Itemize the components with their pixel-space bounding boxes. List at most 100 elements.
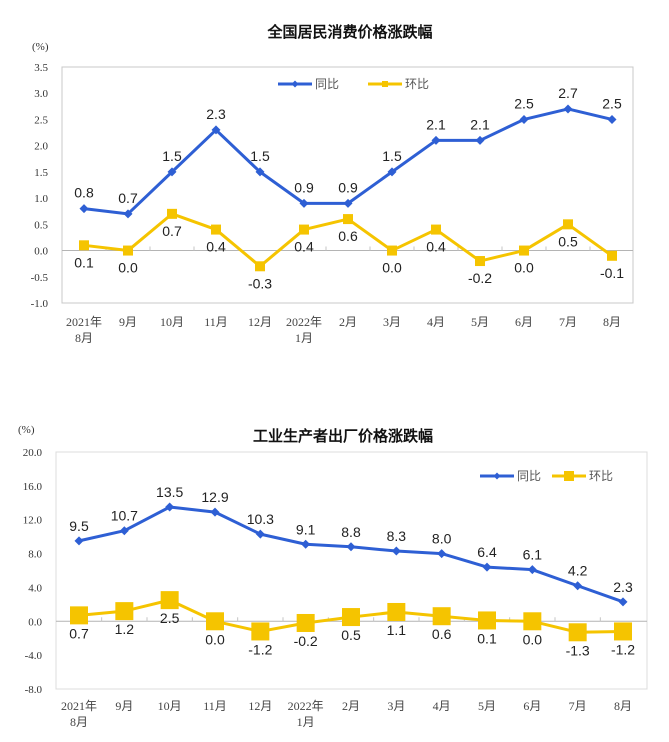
data-label: 2.5: [160, 610, 180, 626]
data-label: 0.0: [118, 260, 138, 276]
x-tick-label: 8月: [603, 315, 621, 329]
data-label: 1.5: [162, 148, 182, 164]
data-label: 0.5: [558, 233, 578, 249]
data-point: [255, 529, 265, 539]
x-tick-label: 11月: [203, 699, 227, 713]
data-label: 0.0: [205, 631, 225, 647]
data-point: [79, 240, 89, 251]
y-tick-label: 20.0: [23, 447, 43, 459]
data-point: [346, 542, 356, 552]
series-layer: 0.8 0.7 1.5 2.3 1.5 0.9 0.9 1.5 2.1 2.1 2.5 2.7 2.5 0…: [74, 85, 624, 291]
data-point: [607, 250, 617, 261]
data-point: [167, 208, 177, 219]
data-label: 0.7: [162, 223, 182, 239]
data-point: [296, 613, 315, 632]
x-tick-label: 10月: [158, 699, 182, 713]
legend-label: 环比: [589, 469, 613, 483]
data-point: [482, 562, 492, 572]
data-label: 2.1: [470, 116, 490, 132]
y-tick-label: 3.0: [34, 88, 48, 100]
x-tick-label: 8月: [70, 715, 88, 729]
y-tick-label: 2.0: [34, 141, 48, 153]
x-tick-label: 9月: [119, 315, 137, 329]
y-tick-label: -1.0: [31, 298, 49, 310]
legend: 同比 环比: [278, 77, 429, 91]
data-label: -1.3: [566, 642, 590, 658]
data-point: [255, 167, 265, 177]
data-point: [432, 607, 451, 626]
x-tick-label: 12月: [248, 315, 272, 329]
data-label: 9.1: [296, 521, 316, 537]
legend-item-yoy: 同比: [278, 77, 339, 91]
data-point: [211, 125, 221, 135]
legend-label: 同比: [315, 77, 339, 91]
data-point: [119, 526, 129, 536]
plot-area-border: [55, 451, 648, 690]
data-label: 1.5: [250, 148, 270, 164]
data-label: 0.8: [74, 185, 94, 201]
x-tick-label: 3月: [387, 699, 405, 713]
data-point: [573, 581, 583, 591]
y-tick-label: 16.0: [23, 481, 43, 493]
y-tick-label: 3.5: [34, 62, 48, 74]
legend-marker: [564, 471, 574, 481]
data-label: 13.5: [156, 484, 183, 500]
data-label: -0.2: [294, 633, 318, 649]
y-axis: 3.5 3.0 2.5 2.0 1.5 1.0 0.5 0.0 -0.5 -1.0: [31, 62, 49, 310]
x-tick-label: 11月: [204, 315, 228, 329]
data-point: [387, 167, 397, 177]
data-label: 2.1: [426, 116, 446, 132]
data-label: 0.1: [477, 630, 497, 646]
data-point: [342, 608, 360, 627]
x-tick-label: 12月: [248, 699, 272, 713]
data-point: [206, 612, 224, 631]
x-tick-label: 5月: [478, 699, 496, 713]
data-label: -0.1: [600, 265, 624, 281]
x-tick-label: 2021年: [66, 315, 102, 329]
data-point: [211, 224, 221, 235]
y-tick-label: 4.0: [28, 582, 42, 594]
legend-marker: [291, 80, 299, 88]
legend: 同比 环比: [480, 469, 613, 483]
data-label: 1.1: [387, 622, 407, 638]
data-point: [210, 507, 220, 517]
x-tick-label: 3月: [383, 315, 401, 329]
x-tick-label: 8月: [75, 331, 93, 345]
data-label: 0.9: [338, 179, 358, 195]
data-label: 6.4: [477, 544, 497, 560]
x-tick-label: 2022年: [288, 699, 324, 713]
data-point: [563, 104, 573, 114]
y-axis-unit-label: (%): [18, 424, 35, 436]
data-label: 12.9: [201, 489, 228, 505]
data-label: 1.5: [382, 148, 402, 164]
data-point: [391, 546, 401, 556]
data-point: [299, 198, 309, 208]
series-layer: 9.5 10.7 13.5 12.9 10.3 9.1 8.8 8.3 8.0 6.4 6.1 4.2…: [69, 484, 635, 658]
data-point: [301, 539, 311, 549]
data-label: 0.7: [118, 190, 138, 206]
legend-item-mom: 环比: [368, 77, 429, 91]
x-tick-label: 2月: [339, 315, 357, 329]
data-point: [387, 602, 406, 621]
data-label: 0.1: [74, 254, 94, 270]
zero-axis-line: [62, 246, 633, 252]
data-point: [614, 622, 632, 641]
data-label: 0.0: [523, 631, 543, 647]
data-label: 2.7: [558, 85, 578, 101]
data-point: [527, 565, 537, 575]
data-point: [563, 219, 573, 230]
x-tick-label: 1月: [297, 715, 315, 729]
data-point: [115, 602, 134, 621]
data-label: -1.2: [248, 641, 272, 657]
data-label: 0.0: [514, 260, 534, 276]
data-point: [167, 167, 177, 177]
y-axis-unit-label: (%): [32, 41, 49, 53]
data-label: 0.4: [206, 239, 226, 255]
chart-title: 工业生产者出厂价格涨跌幅: [253, 427, 433, 445]
data-point: [475, 256, 485, 267]
data-label: 0.9: [294, 179, 314, 195]
x-tick-label: 7月: [559, 315, 577, 329]
data-point: [251, 622, 270, 641]
data-point: [431, 135, 441, 145]
data-label: 9.5: [69, 518, 89, 534]
